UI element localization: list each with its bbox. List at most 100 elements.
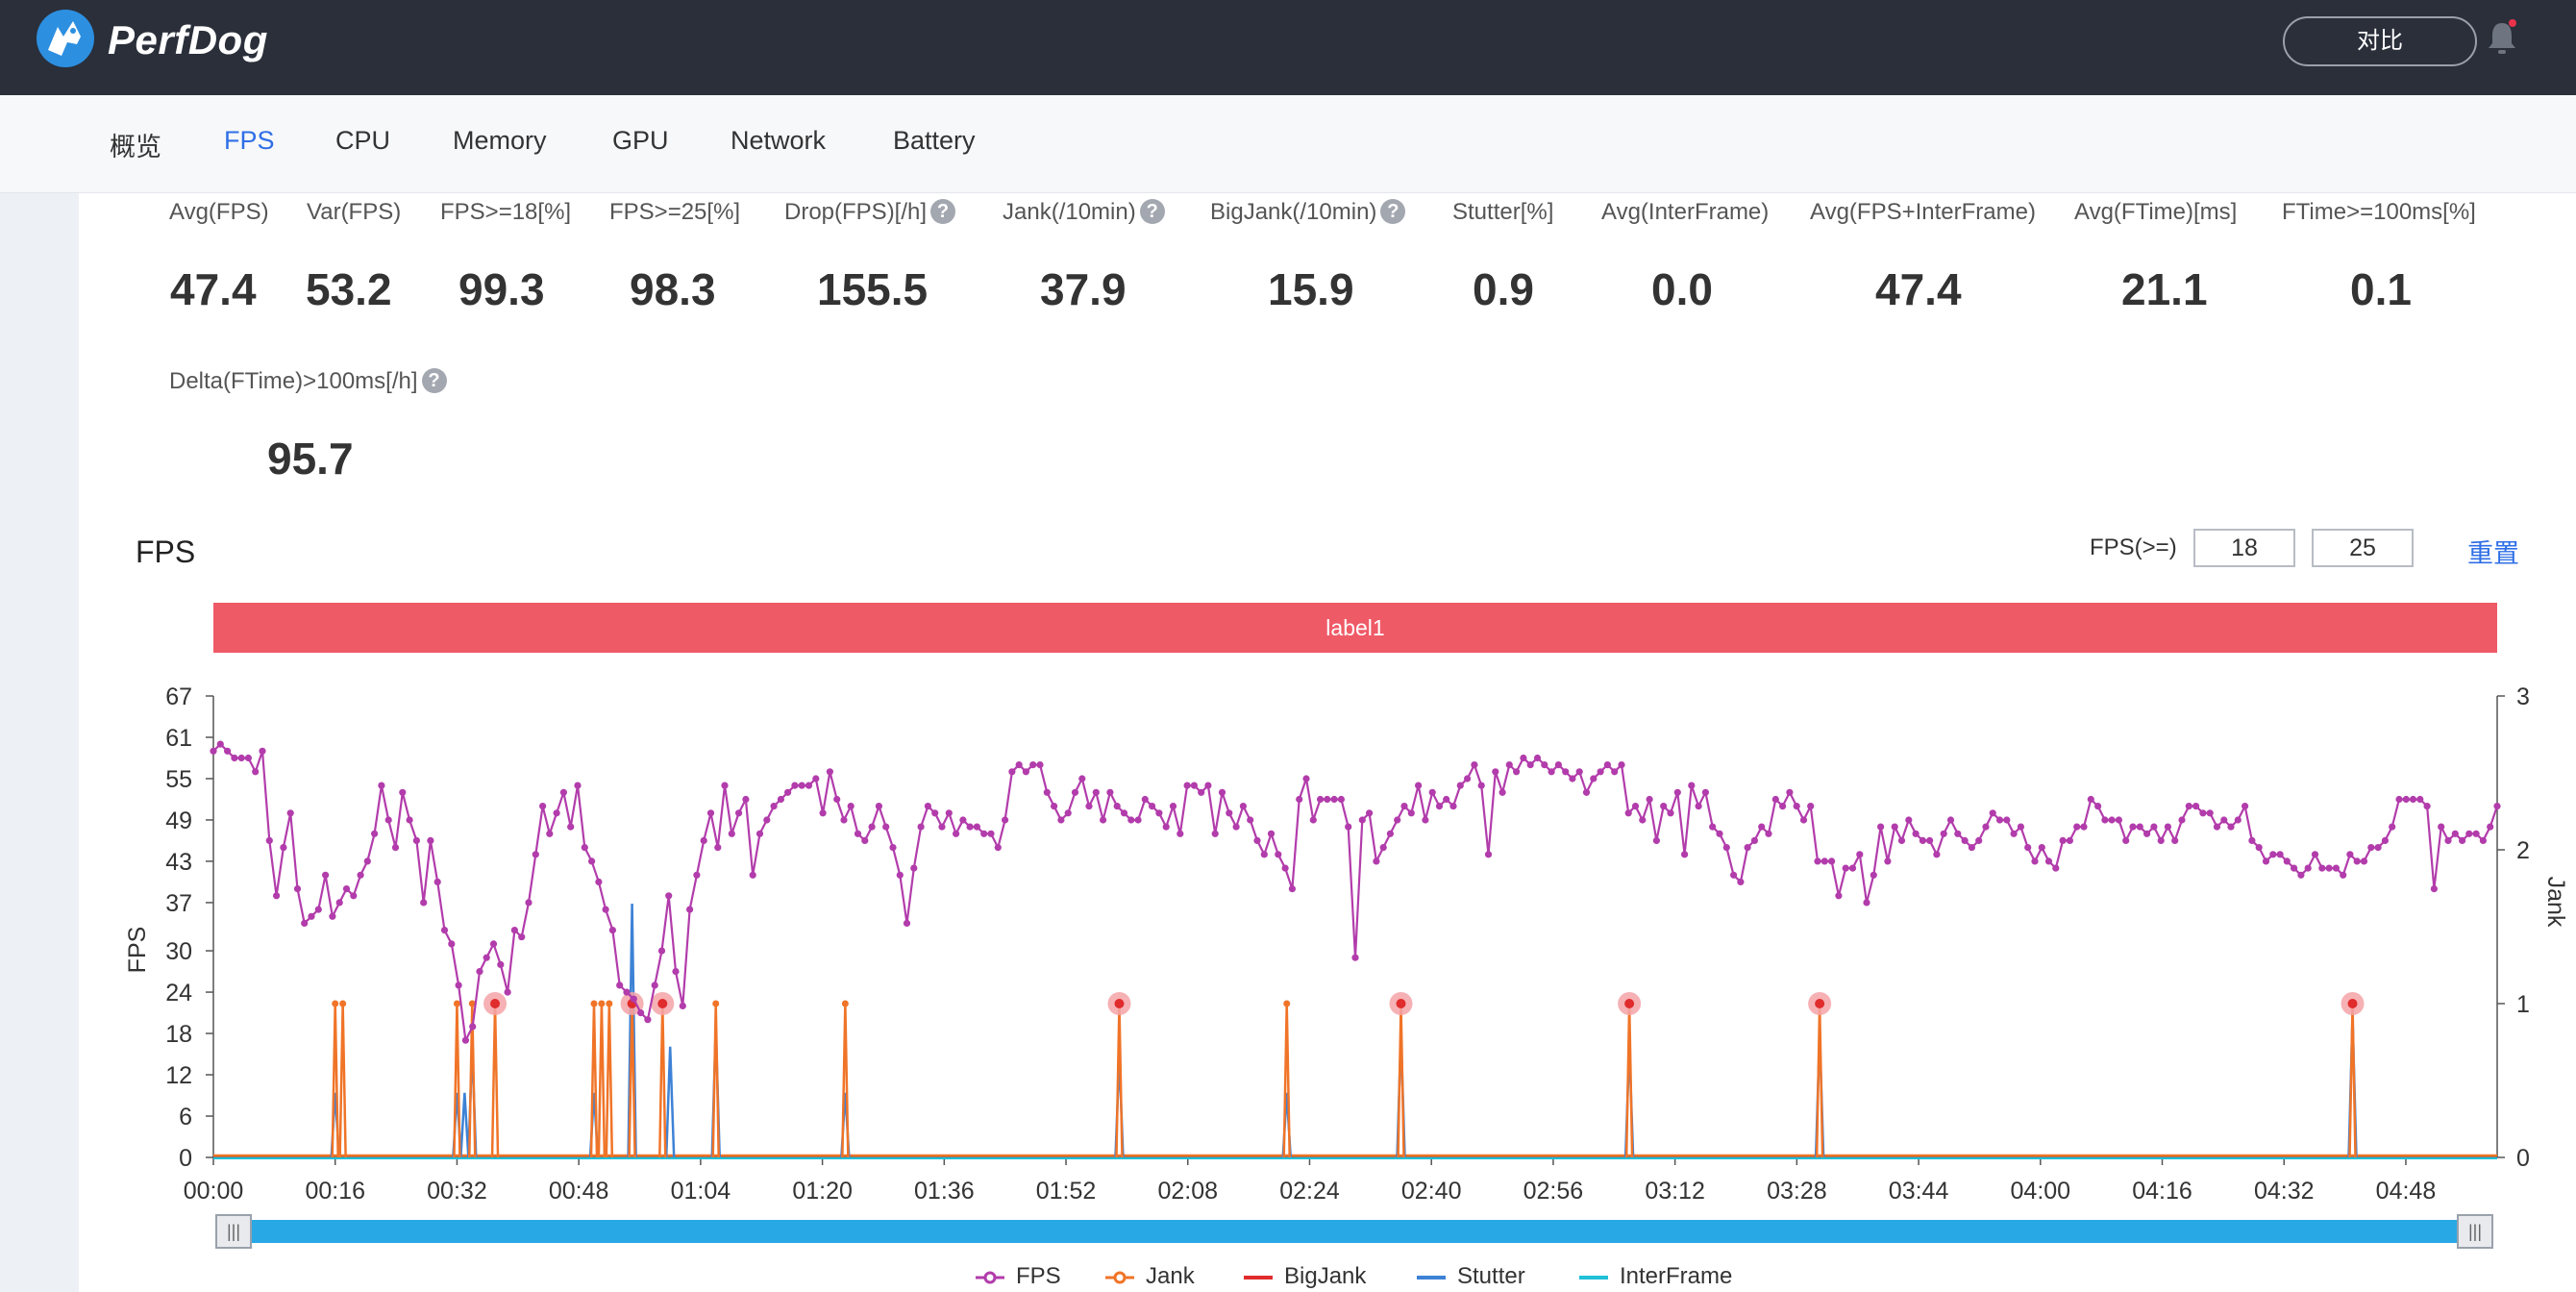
compare-button[interactable]: 对比 — [2283, 16, 2477, 66]
fps-point — [1750, 836, 1758, 845]
fps-point — [1799, 816, 1808, 824]
label-band[interactable]: label1 — [213, 603, 2497, 653]
y-left-tick-label: 67 — [165, 683, 192, 710]
tab-cpu[interactable]: CPU — [335, 126, 391, 155]
fps-point — [1386, 830, 1394, 837]
help-icon[interactable]: ? — [1380, 198, 1406, 224]
legend-item-jank[interactable]: Jank — [1103, 1263, 1195, 1292]
fps-point — [2178, 816, 2186, 824]
fps-point — [2444, 836, 2452, 845]
fps-point — [2115, 816, 2122, 824]
fps-point — [2332, 864, 2340, 872]
fps-point — [286, 809, 294, 817]
legend-item-bigjank[interactable]: BigJank — [1242, 1263, 1366, 1292]
y-left-tick-label: 18 — [165, 1021, 192, 1048]
fps-point — [1183, 782, 1191, 789]
fps-point — [2234, 816, 2242, 824]
jank-spike — [331, 1003, 339, 1158]
fps-point — [497, 960, 505, 969]
fps-point — [2381, 836, 2389, 845]
fps-point — [1092, 788, 1100, 796]
fps-point — [440, 927, 449, 934]
fps-point — [2409, 795, 2417, 804]
fps-point — [2402, 795, 2410, 804]
fps-point — [1247, 816, 1254, 824]
tab-overview[interactable]: 概览 — [110, 133, 161, 162]
fps-point — [2044, 857, 2053, 865]
fps-point — [630, 995, 637, 1003]
fps-point — [252, 768, 260, 776]
notification-bell-icon[interactable] — [2486, 19, 2518, 58]
tab-network[interactable]: Network — [731, 126, 827, 155]
reset-link[interactable]: 重置 — [2467, 539, 2519, 568]
fps-point — [2052, 864, 2060, 872]
legend-item-fps[interactable]: FPS — [974, 1263, 1061, 1292]
jank-spike — [658, 1003, 667, 1158]
fps-threshold-input-1[interactable] — [2193, 529, 2295, 567]
fps-point — [1078, 775, 1086, 783]
fps-point — [1891, 823, 1898, 831]
fps-point — [812, 775, 820, 783]
fps-point — [833, 795, 841, 804]
tab-fps[interactable]: FPS — [224, 126, 275, 155]
fps-point — [1022, 768, 1029, 776]
fps-point — [686, 906, 694, 913]
bigjank-marker — [1624, 999, 1635, 1008]
fps-point — [1533, 754, 1542, 762]
fps-point — [770, 803, 778, 810]
x-tick-label: 01:20 — [792, 1178, 853, 1205]
time-range-slider[interactable] — [215, 1220, 2493, 1243]
tab-battery[interactable]: Battery — [893, 126, 976, 155]
metric-label: FPS>=25[%] — [609, 199, 741, 225]
tab-memory[interactable]: Memory — [453, 126, 547, 155]
tab-gpu[interactable]: GPU — [612, 126, 669, 155]
fps-point — [1239, 803, 1247, 810]
fps-point — [504, 988, 511, 996]
fps-point — [917, 823, 925, 831]
fps-point — [1407, 809, 1415, 817]
metric-label: Var(FPS) — [307, 199, 402, 225]
fps-point — [2262, 857, 2270, 865]
y-left-tick-label: 37 — [165, 890, 192, 917]
jank-point — [590, 1000, 598, 1007]
slider-right-handle[interactable]: ||| — [2457, 1214, 2493, 1249]
jank-spike — [605, 1003, 614, 1158]
fps-point — [1835, 892, 1843, 900]
fps-point — [2276, 851, 2284, 858]
fps-point — [2318, 864, 2326, 872]
fps-point — [1582, 788, 1591, 796]
fps-point — [1288, 885, 1296, 893]
jank-spike — [597, 1003, 607, 1158]
fps-point — [2493, 803, 2501, 810]
fps-point — [2353, 857, 2361, 865]
fps-point — [1660, 803, 1668, 810]
legend-item-interframe[interactable]: InterFrame — [1577, 1263, 1732, 1292]
fps-point — [1618, 761, 1625, 769]
legend-item-stutter[interactable]: Stutter — [1415, 1263, 1525, 1292]
slider-left-handle[interactable]: ||| — [215, 1214, 252, 1249]
fps-point — [945, 809, 953, 817]
bigjank-marker — [2347, 999, 2358, 1008]
content-panel — [79, 193, 2576, 1292]
fps-point — [2374, 844, 2382, 852]
fps-threshold-input-2[interactable] — [2312, 529, 2414, 567]
fps-point — [1464, 775, 1472, 783]
stutter-spike — [664, 1046, 676, 1158]
help-icon[interactable]: ? — [1139, 198, 1165, 224]
y-right-axis-title: Jank — [2542, 877, 2569, 928]
help-icon[interactable]: ? — [421, 367, 447, 393]
fps-point — [1793, 803, 1800, 810]
fps-point — [2150, 823, 2158, 831]
fps-point — [1681, 851, 1689, 858]
fps-point — [1443, 795, 1450, 804]
fps-point — [953, 830, 960, 837]
fps-point — [2164, 823, 2171, 831]
bigjank-marker — [1815, 999, 1825, 1008]
fps-point — [2192, 803, 2200, 810]
fps-point — [1695, 803, 1702, 810]
fps-point — [2430, 885, 2438, 893]
help-icon[interactable]: ? — [930, 198, 956, 224]
bigjank-marker — [1396, 999, 1406, 1008]
fps-point — [1064, 809, 1072, 817]
